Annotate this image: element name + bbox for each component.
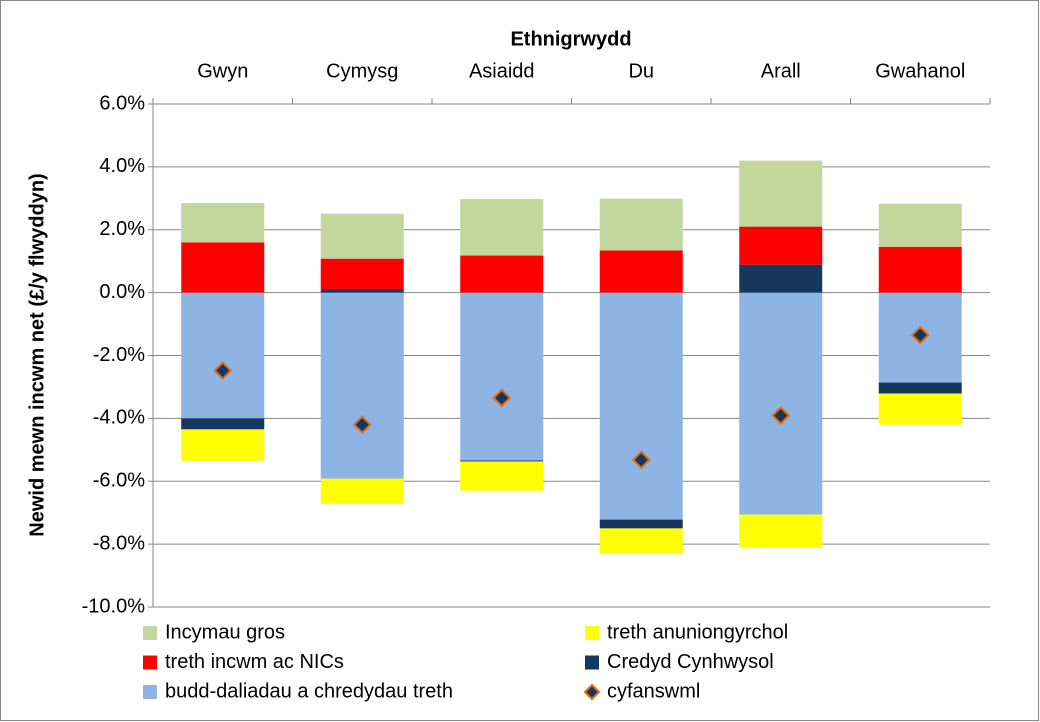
bar-segment [181,203,265,243]
bar-segment [320,478,404,504]
y-tick-label: -2.0% [93,344,145,366]
bar-segment [460,255,544,293]
bar-segment [739,160,823,227]
bar-segment [460,292,544,461]
bar-segment [599,528,683,554]
bar-segment [320,292,404,479]
total-marker [910,325,930,345]
x-tick-label: Du [628,60,654,82]
bar-segment [320,258,404,290]
y-tick-label: -4.0% [93,407,145,429]
total-marker [771,406,791,425]
total-marker [631,450,651,470]
y-axis-title: Newid mewn incwm net (£/y flwyddyn) [26,173,48,536]
bar-segment [320,289,404,293]
bar-segment [460,198,544,256]
bar-segment [460,460,544,462]
legend-label: treth incwm ac NICs [165,651,344,673]
bar-segment [599,250,683,293]
x-tick-label: Gwahanol [875,60,965,82]
bar-segment [739,292,823,515]
legend-label: Incymau gros [165,621,285,643]
y-tick-label: -8.0% [93,532,145,554]
x-axis-title: Ethnigrwydd [510,28,631,50]
bar-segment [181,292,265,419]
bar-segment [181,242,265,293]
bar-segment [181,429,265,461]
legend-marker [583,683,601,701]
total-marker [213,361,233,381]
y-tick-label: 0.0% [99,281,145,303]
legend-swatch [143,626,157,640]
legend-swatch [143,685,157,699]
legend-label: budd-daliadau a chredydau treth [165,680,453,702]
legend-label: cyfanswml [607,680,700,702]
bar-segment [878,382,962,394]
bar-segment [739,514,823,548]
bar-segment [878,393,962,425]
x-tick-label: Asiaidd [469,60,535,82]
bar-segment [599,519,683,529]
bar-segment [739,264,823,293]
bar-segment [460,461,544,491]
y-tick-label: 6.0% [99,92,145,114]
bar-segment [320,213,404,259]
bar-segment [878,203,962,247]
y-tick-label: -6.0% [93,470,145,492]
bar-segment [878,246,962,293]
x-tick-label: Cymysg [326,60,398,82]
y-tick-label: -10.0% [82,595,146,617]
legend-swatch [143,655,157,670]
y-tick-label: 2.0% [99,218,145,240]
bar-segment [599,198,683,251]
legend-swatch [585,655,599,670]
legend-label: treth anuniongyrchol [607,621,788,643]
total-marker [492,388,512,408]
legend-swatch [585,626,599,640]
bar-segment [599,292,683,520]
legend-label: Credyd Cynhwysol [607,651,774,673]
total-marker [352,415,372,435]
x-tick-label: Arall [761,60,801,82]
bar-segment [181,418,265,430]
y-tick-label: 4.0% [99,155,145,177]
bar-segment [739,226,823,265]
x-tick-label: Gwyn [197,60,248,82]
